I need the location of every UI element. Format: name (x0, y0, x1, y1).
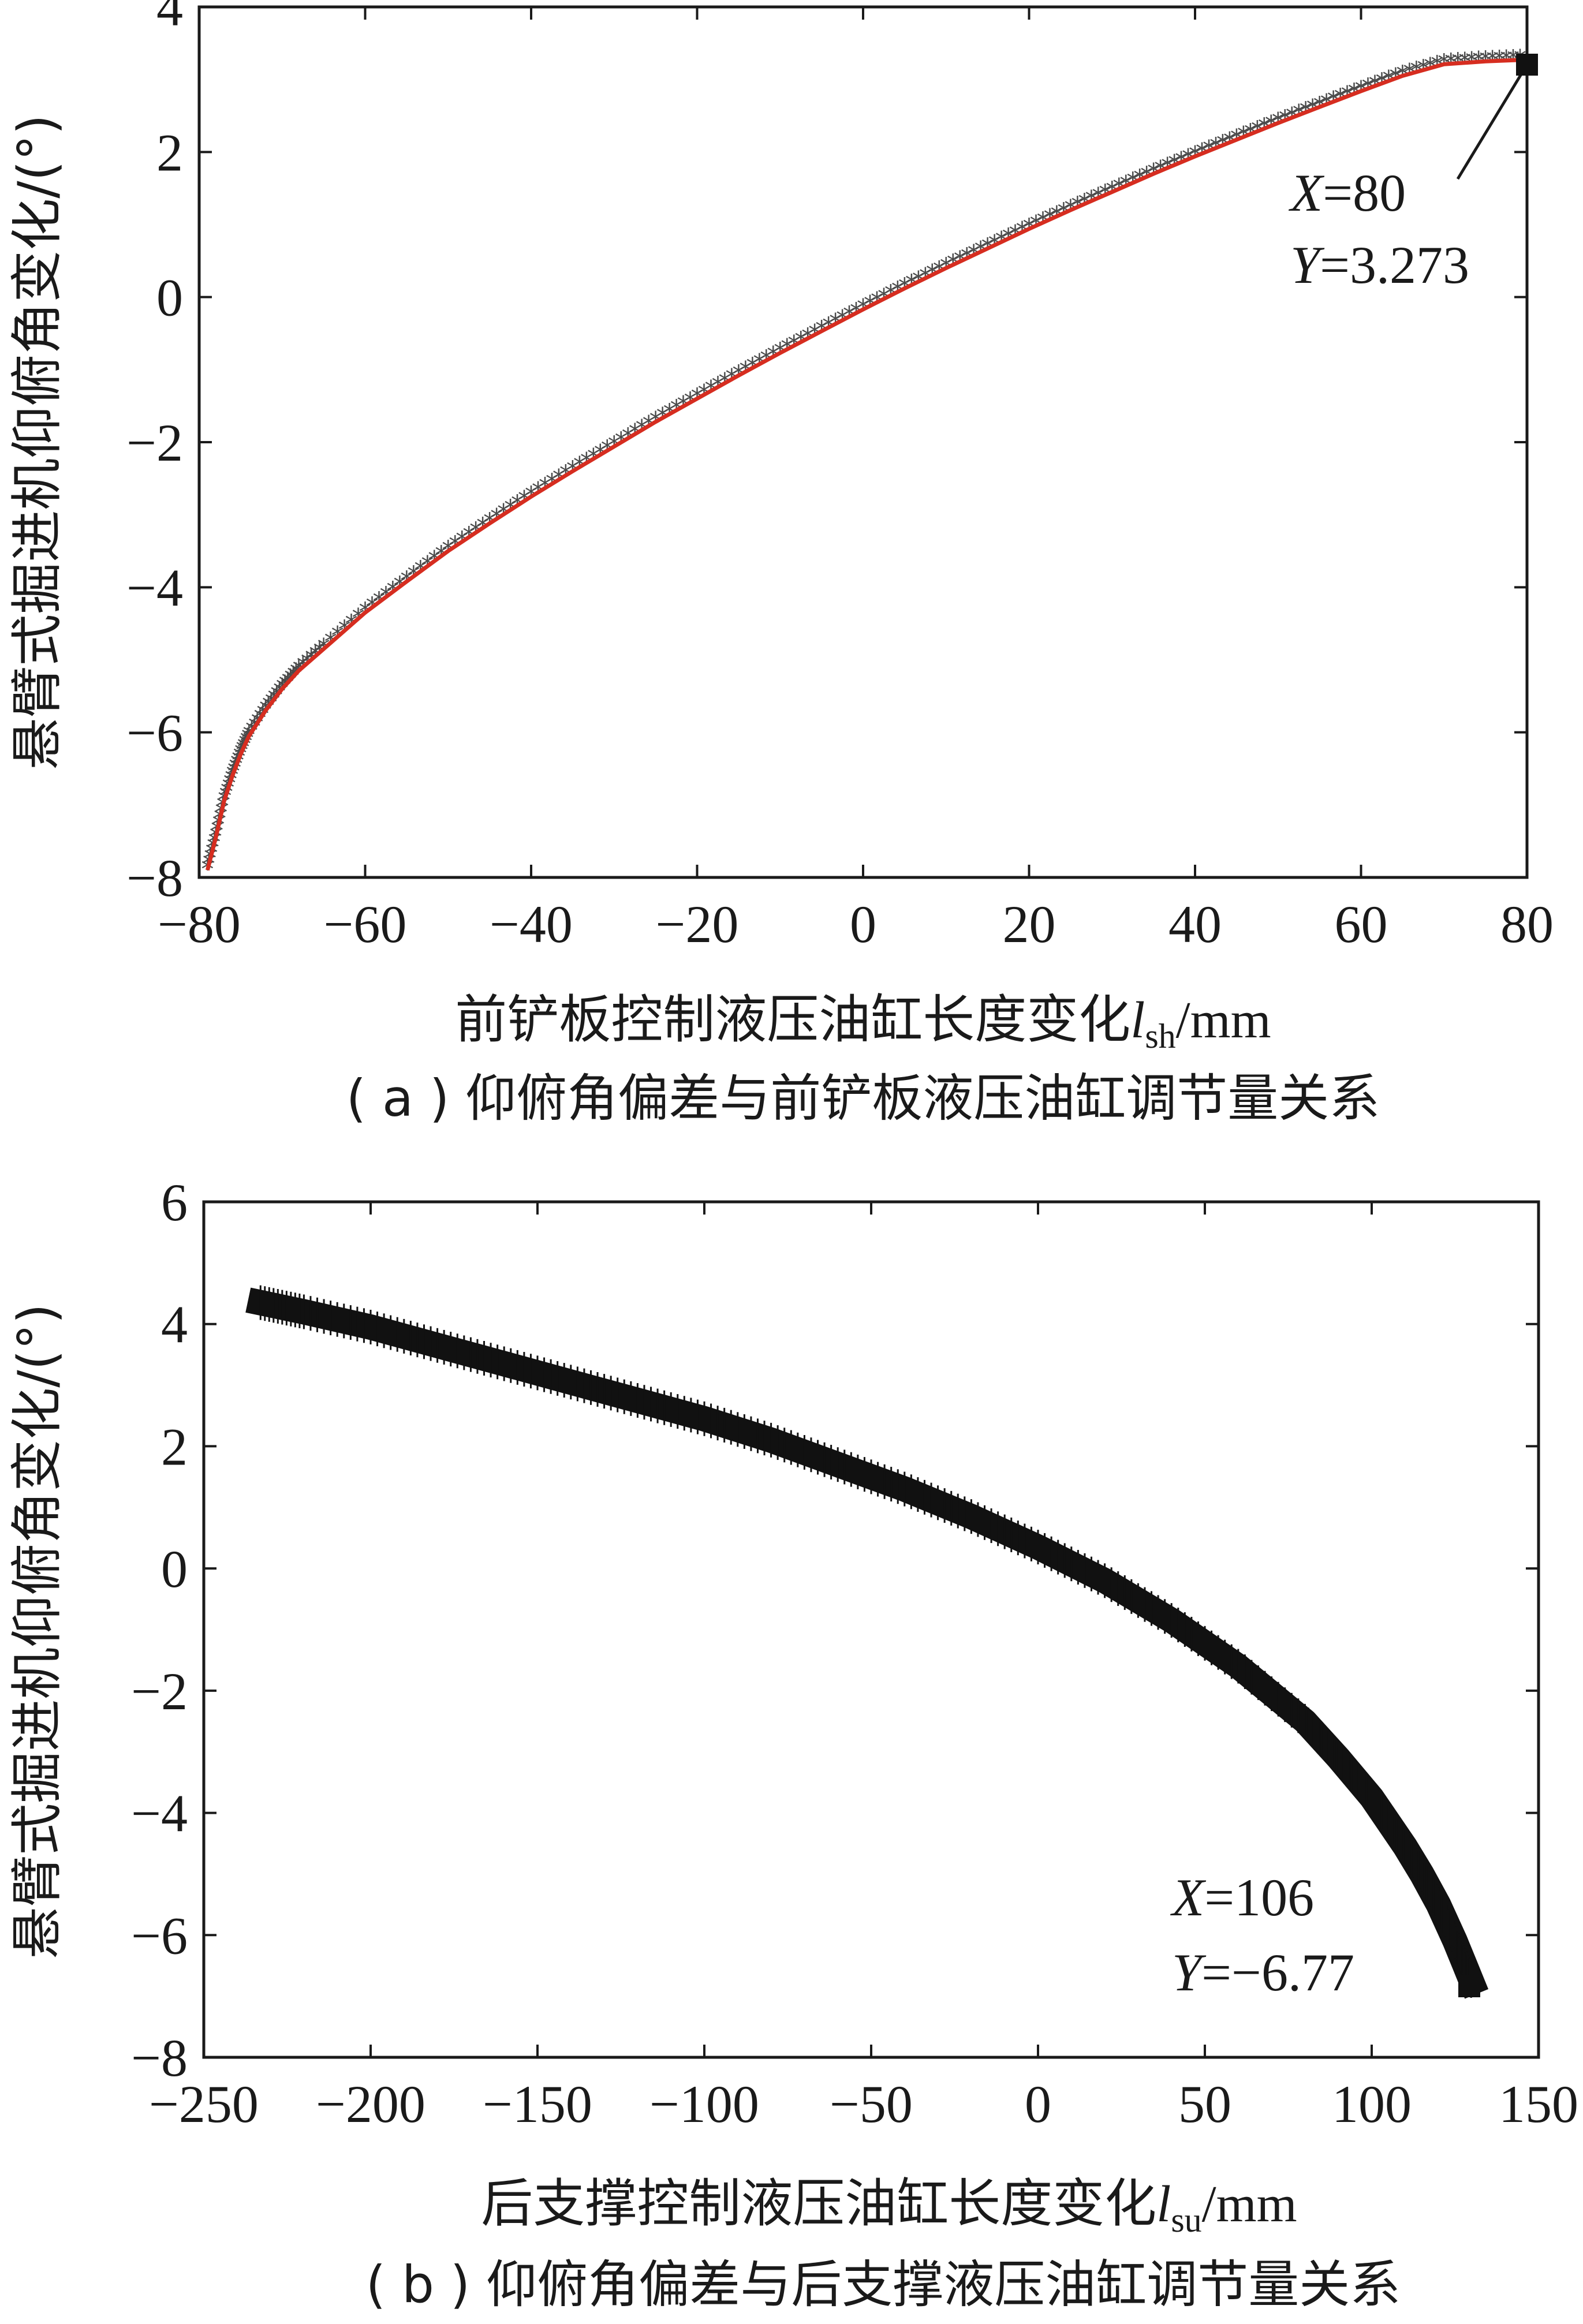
chart-a-x-axis-unit: /mm (1176, 992, 1271, 1049)
chart-a-annotation-x-label: X (1288, 163, 1325, 222)
x-tick-label: 20 (1003, 895, 1056, 954)
chart-a-annotation: X=80 Y=3.273 (1288, 54, 1538, 294)
chart-b-annotation-x-value: =106 (1204, 1868, 1314, 1927)
x-tick-label: 40 (1168, 895, 1222, 954)
chart-b-annotation-y-value: =−6.77 (1201, 1943, 1354, 2002)
chart-a-annotation-x: X=80 (1288, 163, 1406, 222)
x-tick-label: −200 (316, 2075, 425, 2134)
chart-a-annotation-y-value: =3.273 (1320, 236, 1469, 294)
chart-a-annotation-leader (1456, 63, 1529, 180)
chart-a-plot-frame (197, 5, 1529, 879)
chart-b-x-axis-title-main: 后支撑控制液压油缸长度变化 (481, 2173, 1156, 2234)
chart-a-x-axis-symbol: l (1130, 992, 1145, 1049)
y-tick-label: −8 (131, 2028, 188, 2087)
x-tick-label: 100 (1332, 2075, 1412, 2134)
x-tick-label: −250 (149, 2075, 259, 2134)
x-tick-label: 50 (1178, 2075, 1231, 2134)
chart-a-x-axis-title-main: 前铲板控制液压油缸长度变化 (455, 989, 1130, 1050)
x-tick-label: 0 (850, 895, 876, 954)
chart-a-x-axis-subscript: sh (1145, 1017, 1175, 1055)
chart-a-x-ticks: −80 −60 −40 −20 0 20 40 60 80 (158, 7, 1554, 954)
y-tick-label: 2 (156, 123, 183, 182)
y-tick-label: −8 (126, 849, 183, 907)
x-tick-label: −100 (649, 2075, 759, 2134)
chart-a-annotation-y: Y=3.273 (1290, 236, 1469, 294)
y-tick-label: −2 (126, 413, 183, 472)
chart-b-annotation-y: Y=−6.77 (1172, 1943, 1354, 2002)
x-tick-label: −150 (483, 2075, 592, 2134)
chart-a-annotation-marker (1516, 54, 1538, 76)
y-tick-label: −4 (131, 1784, 188, 1843)
chart-a-y-axis-title: 悬臂式掘进机仰俯角变化/(°) (7, 114, 68, 770)
y-tick-label: 6 (161, 1173, 188, 1232)
y-tick-label: 4 (161, 1295, 188, 1354)
chart-b-y-ticks: 6 4 2 0 −2 −4 −6 −8 (131, 1173, 1539, 2087)
y-tick-label: −6 (126, 704, 183, 763)
chart-b-x-axis-title: 后支撑控制液压油缸长度变化lsu/mm (481, 2173, 1297, 2239)
y-tick-label: 2 (161, 1417, 188, 1476)
chart-b-annotation-y-label: Y (1172, 1943, 1207, 2002)
y-tick-label: −2 (131, 1662, 188, 1721)
chart-a-caption: ( a ) 仰俯角偏差与前铲板液压油缸调节量关系 (346, 1068, 1380, 1128)
chart-b-x-axis-unit: /mm (1202, 2176, 1297, 2233)
chart-a-annotation-y-label: Y (1290, 236, 1325, 294)
x-tick-label: −20 (656, 895, 739, 954)
chart-b-x-axis-subscript: su (1171, 2201, 1201, 2239)
chart-a-annotation-x-value: =80 (1323, 163, 1406, 222)
series-line (206, 57, 1528, 871)
y-tick-label: 4 (156, 0, 183, 37)
chart-b-x-axis-symbol: l (1156, 2176, 1171, 2233)
chart-a-y-ticks: 4 2 0 −2 −4 −6 −8 (126, 0, 1527, 907)
x-tick-label: −60 (324, 895, 407, 954)
chart-b-annotation: X=106 Y=−6.77 (1170, 1868, 1480, 2002)
chart-b-y-axis-title: 悬臂式掘进机仰俯角变化/(°) (7, 1303, 68, 1959)
chart-a-series: ****************************************… (201, 44, 1528, 884)
chart-b-x-ticks: −250 −200 −150 −100 −50 0 50 100 150 (149, 1202, 1578, 2134)
chart-a: −80 −60 −40 −20 0 20 40 60 80 420−2−4−6−8 ******… (7, 0, 1554, 1128)
chart-b-caption: ( b ) 仰俯角偏差与后支撑液压油缸调节量关系 (366, 2255, 1401, 2314)
chart-b: −250 −200 −150 −100 −50 0 50 100 150 6420−2−4−6−… (7, 1173, 1578, 2314)
x-tick-label: 150 (1499, 2075, 1578, 2134)
y-tick-label: −4 (126, 558, 183, 617)
x-tick-label: 0 (1025, 2075, 1051, 2134)
y-tick-label: 0 (161, 1540, 188, 1598)
chart-b-series (245, 1285, 1489, 1999)
x-tick-label: −50 (830, 2075, 913, 2134)
chart-b-annotation-marker (1458, 1975, 1480, 1997)
y-tick-label: 0 (156, 268, 183, 327)
x-tick-label: −40 (490, 895, 573, 954)
chart-a-x-axis-title: 前铲板控制液压油缸长度变化lsh/mm (455, 989, 1271, 1055)
chart-b-annotation-x-label: X (1170, 1868, 1207, 1927)
x-tick-label: 60 (1335, 895, 1388, 954)
x-tick-label: 80 (1500, 895, 1554, 954)
x-tick-label: −80 (158, 895, 241, 954)
y-tick-label: −6 (131, 1906, 188, 1965)
chart-b-annotation-x: X=106 (1170, 1868, 1314, 1927)
